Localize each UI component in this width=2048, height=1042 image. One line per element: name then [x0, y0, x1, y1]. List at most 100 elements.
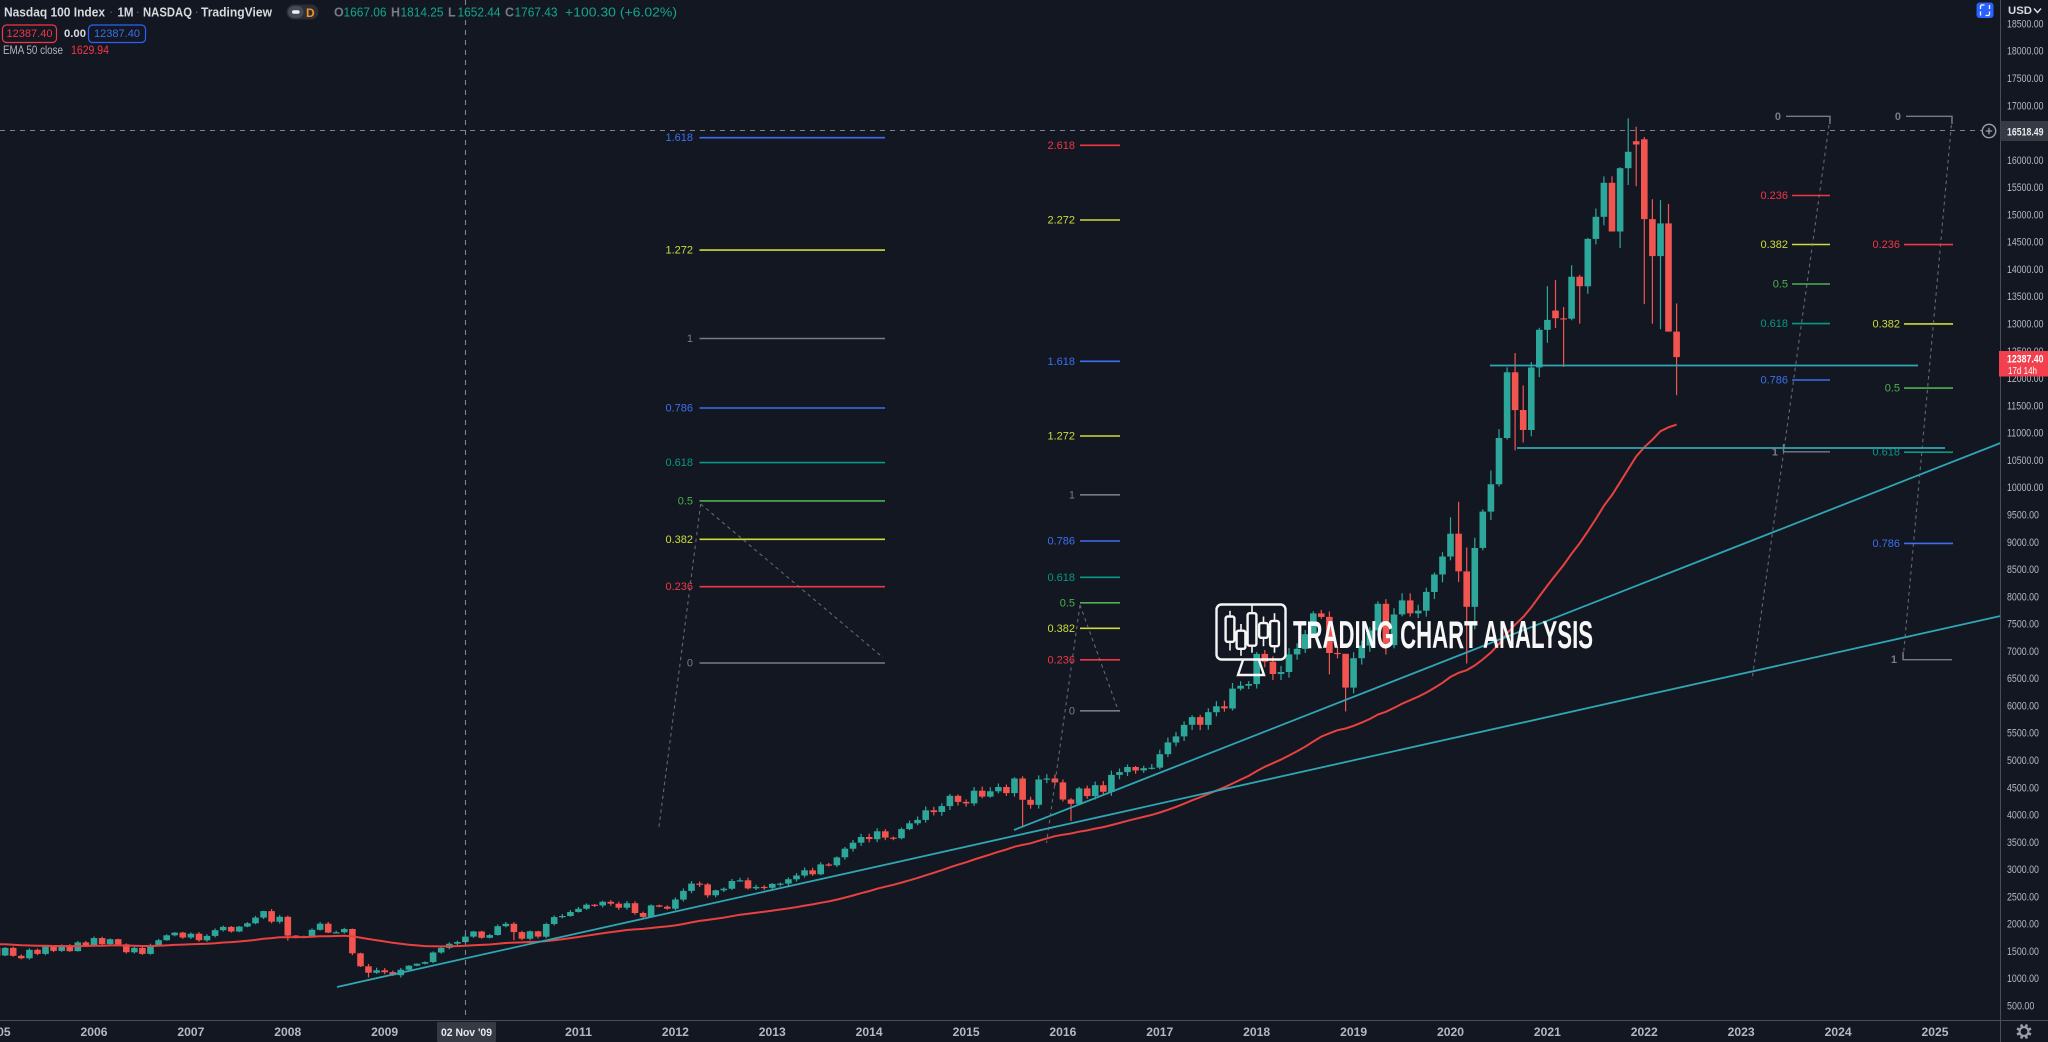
svg-text:15500.00: 15500.00: [2007, 182, 2044, 194]
svg-text:0: 0: [1775, 111, 1781, 123]
svg-text:7000.00: 7000.00: [2007, 646, 2039, 658]
svg-text:1: 1: [687, 333, 693, 345]
svg-text:0.618: 0.618: [1872, 447, 1900, 459]
svg-text:18500.00: 18500.00: [2007, 18, 2044, 30]
svg-text:1814.25: 1814.25: [401, 6, 444, 20]
svg-text:14000.00: 14000.00: [2007, 264, 2044, 276]
svg-text:1652.44: 1652.44: [458, 6, 501, 20]
svg-text:1.618: 1.618: [665, 132, 693, 144]
svg-text:17d 14h: 17d 14h: [2008, 366, 2037, 377]
svg-text:NASDAQ: NASDAQ: [143, 6, 192, 20]
svg-text:L: L: [448, 6, 456, 20]
svg-text:0.382: 0.382: [665, 534, 693, 546]
svg-text:2015: 2015: [953, 1025, 980, 1039]
svg-text:6000.00: 6000.00: [2007, 700, 2039, 712]
svg-text:2500.00: 2500.00: [2007, 891, 2039, 903]
svg-text:0: 0: [1895, 111, 1901, 123]
svg-text:16518.49: 16518.49: [2007, 126, 2044, 138]
svg-text:·: ·: [195, 4, 199, 19]
svg-text:2014: 2014: [856, 1025, 883, 1039]
svg-text:0.618: 0.618: [665, 457, 693, 469]
svg-text:0.382: 0.382: [1760, 239, 1788, 251]
svg-text:0.236: 0.236: [665, 581, 693, 593]
svg-text:0.00: 0.00: [64, 28, 86, 40]
svg-text:2011: 2011: [565, 1025, 592, 1039]
svg-text:2019: 2019: [1340, 1025, 1367, 1039]
svg-text:·: ·: [109, 4, 113, 19]
svg-text:10000.00: 10000.00: [2007, 482, 2044, 494]
svg-text:13500.00: 13500.00: [2007, 291, 2044, 303]
svg-text:TradingView: TradingView: [201, 6, 272, 20]
svg-text:0.236: 0.236: [1047, 654, 1075, 666]
svg-text:2025: 2025: [1922, 1025, 1949, 1039]
svg-text:3000.00: 3000.00: [2007, 864, 2039, 876]
svg-text:1M: 1M: [118, 6, 134, 20]
svg-text:2006: 2006: [81, 1025, 108, 1039]
svg-text:H: H: [391, 6, 400, 20]
svg-text:11000.00: 11000.00: [2007, 428, 2044, 440]
svg-text:8500.00: 8500.00: [2007, 564, 2039, 576]
svg-text:0.786: 0.786: [1872, 538, 1900, 550]
svg-text:02 Nov '09: 02 Nov '09: [441, 1027, 492, 1039]
svg-text:1667.06: 1667.06: [344, 6, 387, 20]
svg-text:13000.00: 13000.00: [2007, 319, 2044, 331]
svg-text:2021: 2021: [1534, 1025, 1561, 1039]
svg-text:0.786: 0.786: [1760, 375, 1788, 387]
svg-text:4500.00: 4500.00: [2007, 782, 2039, 794]
svg-text:10500.00: 10500.00: [2007, 455, 2044, 467]
svg-text:1: 1: [1069, 489, 1075, 501]
svg-text:2.618: 2.618: [1047, 140, 1075, 152]
svg-text:0.5: 0.5: [1885, 383, 1900, 395]
svg-text:0: 0: [1069, 705, 1075, 717]
svg-text:0.618: 0.618: [1760, 318, 1788, 330]
svg-text:2008: 2008: [274, 1025, 301, 1039]
svg-text:9500.00: 9500.00: [2007, 510, 2039, 522]
svg-text:1.272: 1.272: [1047, 431, 1075, 443]
svg-text:0.786: 0.786: [1047, 536, 1075, 548]
svg-text:·: ·: [136, 4, 140, 19]
svg-text:17500.00: 17500.00: [2007, 73, 2044, 85]
svg-text:1.272: 1.272: [665, 245, 693, 257]
svg-text:0.5: 0.5: [1060, 597, 1075, 609]
svg-text:0.618: 0.618: [1047, 572, 1075, 584]
svg-text:0.786: 0.786: [665, 403, 693, 415]
svg-text:12387.40: 12387.40: [94, 28, 140, 40]
svg-text:12387.40: 12387.40: [2007, 354, 2044, 366]
svg-text:1629.94: 1629.94: [71, 43, 109, 57]
svg-text:1767.43: 1767.43: [515, 6, 558, 20]
svg-text:17000.00: 17000.00: [2007, 100, 2044, 112]
svg-text:15000.00: 15000.00: [2007, 209, 2044, 221]
svg-text:TRADING CHART ANALYSIS: TRADING CHART ANALYSIS: [1293, 614, 1593, 657]
svg-text:0.5: 0.5: [678, 495, 693, 507]
svg-text:500.00: 500.00: [2007, 1001, 2034, 1013]
svg-text:16000.00: 16000.00: [2007, 155, 2044, 167]
svg-text:5500.00: 5500.00: [2007, 728, 2039, 740]
svg-text:9000.00: 9000.00: [2007, 537, 2039, 549]
svg-text:11500.00: 11500.00: [2007, 400, 2044, 412]
svg-text:2007: 2007: [177, 1025, 204, 1039]
svg-text:2000.00: 2000.00: [2007, 919, 2039, 931]
svg-text:1: 1: [1891, 654, 1897, 666]
svg-text:2009: 2009: [371, 1025, 398, 1039]
svg-text:2018: 2018: [1243, 1025, 1270, 1039]
svg-text:0.382: 0.382: [1047, 623, 1075, 635]
svg-text:1.618: 1.618: [1047, 356, 1075, 368]
svg-text:2024: 2024: [1825, 1025, 1852, 1039]
svg-text:2012: 2012: [662, 1025, 689, 1039]
svg-text:1000.00: 1000.00: [2007, 973, 2039, 985]
svg-text:C: C: [505, 6, 514, 20]
svg-text:1500.00: 1500.00: [2007, 946, 2039, 958]
svg-text:2.272: 2.272: [1047, 215, 1075, 227]
svg-text:Nasdaq 100 Index: Nasdaq 100 Index: [4, 6, 105, 20]
svg-text:0.236: 0.236: [1872, 239, 1900, 251]
svg-text:1: 1: [1772, 446, 1778, 458]
svg-text:+100.30 (+6.02%): +100.30 (+6.02%): [565, 6, 677, 20]
svg-text:2022: 2022: [1631, 1025, 1658, 1039]
svg-text:6500.00: 6500.00: [2007, 673, 2039, 685]
svg-text:5000.00: 5000.00: [2007, 755, 2039, 767]
svg-text:0.382: 0.382: [1872, 318, 1900, 330]
svg-text:0.5: 0.5: [1773, 279, 1788, 291]
svg-text:8000.00: 8000.00: [2007, 591, 2039, 603]
svg-text:18000.00: 18000.00: [2007, 46, 2044, 58]
svg-text:O: O: [334, 6, 344, 20]
